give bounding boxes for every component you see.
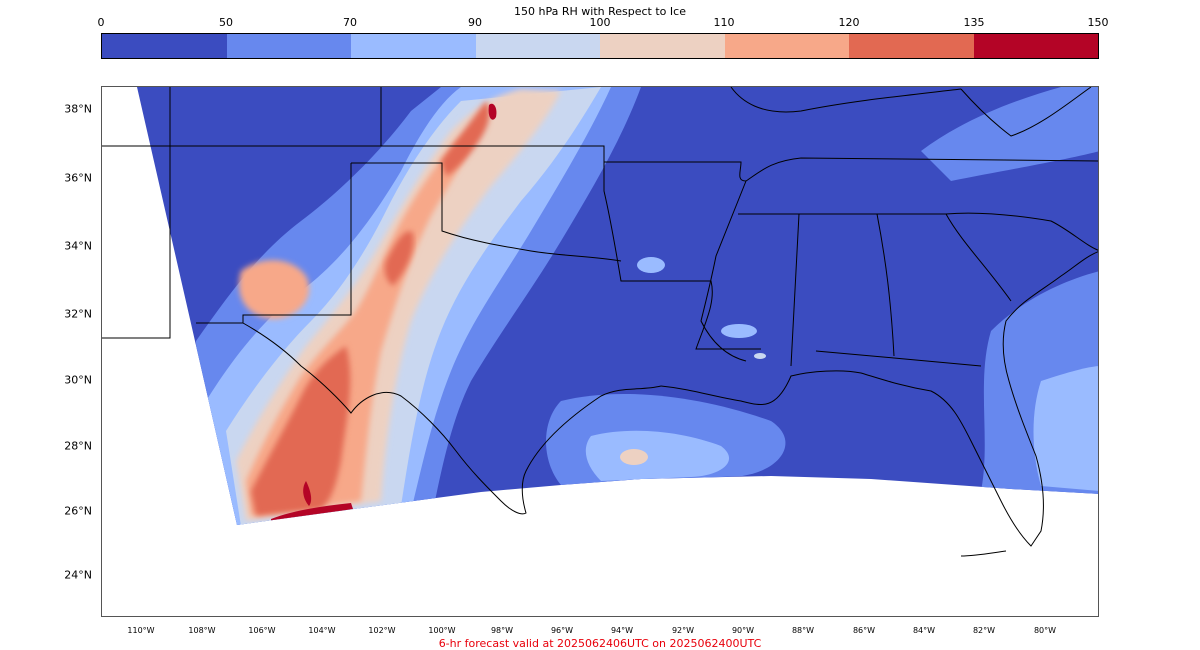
rh-region-70-90 — [585, 430, 730, 481]
coastline — [660, 251, 1098, 547]
rh-map — [102, 87, 1098, 557]
map-panel[interactable] — [101, 86, 1099, 617]
colorbar-segment — [351, 34, 476, 58]
lon-label: 106°W — [248, 626, 276, 635]
rh-contours — [196, 87, 1098, 525]
rh-region-50-70 — [921, 87, 1098, 181]
lon-label: 90°W — [731, 626, 755, 635]
lon-label: 80°W — [1033, 626, 1057, 635]
colorbar-tick: 70 — [343, 16, 357, 29]
lon-label: 92°W — [671, 626, 695, 635]
coastline — [960, 550, 1007, 557]
rh-region-120-135 — [384, 231, 414, 286]
boundary-line — [877, 213, 1012, 302]
colorbar-tick: 150 — [1087, 16, 1109, 29]
colorbar-tick: 135 — [963, 16, 985, 29]
lon-label: 102°W — [368, 626, 396, 635]
lat-label: 34°N — [64, 239, 92, 253]
colorbar-segment — [849, 34, 974, 58]
rh-region-70-90 — [1033, 366, 1098, 491]
lon-label: 100°W — [428, 626, 456, 635]
lon-label: 82°W — [972, 626, 996, 635]
colorbar-segment — [475, 34, 600, 58]
boundary-line — [351, 162, 622, 262]
boundary-line — [945, 212, 1098, 251]
boundary-line — [242, 322, 662, 515]
boundary-line — [102, 145, 605, 162]
boundary-line — [799, 213, 895, 357]
colorbar-title: 150 hPa RH with Respect to Ice — [514, 5, 686, 18]
boundaries — [102, 87, 1098, 557]
lat-label: 30°N — [64, 373, 92, 387]
lat-label: 28°N — [64, 439, 92, 453]
boundary-line — [604, 161, 747, 182]
colorbar — [101, 33, 1099, 59]
lat-label: 26°N — [64, 504, 92, 518]
colorbar-segment — [724, 34, 849, 58]
lat-label: 36°N — [64, 171, 92, 185]
lon-label: 104°W — [308, 626, 336, 635]
rh-region-110-120 — [239, 260, 310, 319]
colorbar-segment — [226, 34, 351, 58]
lon-label: 94°W — [610, 626, 634, 635]
lat-label: 32°N — [64, 307, 92, 321]
rh-cell — [721, 324, 757, 338]
forecast-valid-caption: 6-hr forecast valid at 2025062406UTC on … — [438, 637, 762, 650]
boundary-line — [815, 350, 982, 367]
colorbar-tick: 50 — [219, 16, 233, 29]
lat-label: 24°N — [64, 568, 92, 582]
lon-label: 108°W — [188, 626, 216, 635]
boundary-line — [603, 162, 761, 350]
lon-label: 88°W — [791, 626, 815, 635]
rh-region-120-135 — [251, 346, 351, 516]
rh-region-135-150 — [488, 103, 497, 120]
boundary-line — [700, 180, 747, 362]
colorbar-segment — [973, 34, 1098, 58]
lon-label: 96°W — [550, 626, 574, 635]
lon-label: 98°W — [490, 626, 514, 635]
rh-cell — [754, 353, 766, 359]
rh-region-135-150 — [303, 481, 312, 506]
lon-label: 110°W — [127, 626, 155, 635]
rh-region-120-135 — [441, 101, 490, 176]
boundary-line — [196, 163, 352, 324]
boundary-line — [730, 87, 962, 113]
colorbar-segment — [600, 34, 725, 58]
colorbar-tick: 100 — [589, 16, 611, 29]
colorbar-tick: 120 — [838, 16, 860, 29]
lon-label: 86°W — [852, 626, 876, 635]
boundary-line — [960, 87, 1092, 137]
colorbar-tick: 90 — [468, 16, 482, 29]
rh-cell — [620, 449, 648, 465]
rh-cell — [637, 257, 665, 273]
lon-label: 84°W — [912, 626, 936, 635]
lat-label: 38°N — [64, 102, 92, 116]
colorbar-segment — [102, 34, 227, 58]
boundary-line — [745, 157, 1098, 182]
colorbar-tick: 110 — [713, 16, 735, 29]
colorbar-tick: 0 — [97, 16, 105, 29]
